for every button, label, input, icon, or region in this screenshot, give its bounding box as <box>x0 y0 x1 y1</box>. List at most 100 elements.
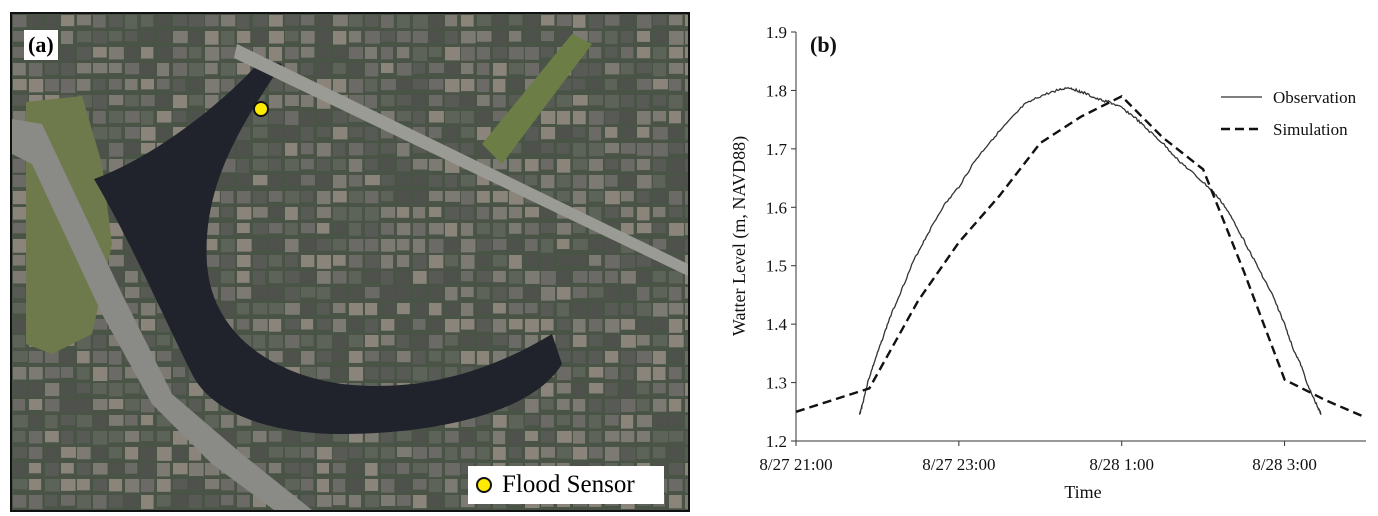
map-building <box>605 335 619 348</box>
map-building <box>381 143 396 154</box>
map-building <box>125 383 140 394</box>
map-building <box>653 239 667 250</box>
map-building <box>13 383 27 396</box>
map-building <box>397 367 411 380</box>
map-building <box>557 143 570 154</box>
map-building <box>429 447 442 459</box>
map-building <box>445 63 458 76</box>
map-building <box>669 447 682 460</box>
map-building <box>13 463 26 476</box>
map-building <box>589 15 603 29</box>
x-tick-label: 8/27 21:00 <box>759 455 832 474</box>
map-building <box>605 95 620 108</box>
map-building <box>589 143 604 156</box>
map-building <box>77 495 92 509</box>
map-building <box>557 223 572 235</box>
map-building <box>189 479 203 491</box>
map-building <box>189 495 203 509</box>
map-building <box>605 447 620 461</box>
map-building <box>349 95 364 106</box>
map-building <box>61 463 74 474</box>
map-building <box>509 47 524 60</box>
map-building <box>365 79 378 92</box>
map-building <box>541 431 555 443</box>
map-building <box>61 479 76 491</box>
map-building <box>397 159 411 172</box>
map-building <box>317 223 330 234</box>
map-building <box>349 351 363 363</box>
map-building <box>285 255 298 267</box>
map-building <box>349 47 363 59</box>
map-building <box>589 63 602 76</box>
map-building <box>205 31 219 45</box>
map-building <box>685 335 688 347</box>
series-simulation-line <box>795 94 1367 419</box>
map-building <box>637 415 652 428</box>
map-building <box>605 47 618 58</box>
map-building <box>125 447 139 460</box>
map-building <box>637 431 651 442</box>
map-building <box>77 79 91 91</box>
map-building <box>493 15 506 27</box>
map-building <box>45 479 60 492</box>
map-building <box>317 143 331 157</box>
map-building <box>589 79 603 91</box>
map-building <box>621 175 636 188</box>
map-building <box>493 95 506 108</box>
map-building <box>381 367 395 380</box>
map-building <box>157 463 170 477</box>
map-building <box>301 143 314 155</box>
map-building <box>445 191 460 202</box>
map-building <box>413 191 428 205</box>
map-building <box>45 63 59 75</box>
map-building <box>285 95 299 107</box>
map-building <box>125 303 138 314</box>
map-building <box>237 271 250 283</box>
map-building <box>461 79 475 92</box>
map-building <box>253 335 266 349</box>
map-building <box>429 479 442 492</box>
map-building <box>653 175 666 188</box>
map-building <box>685 287 688 299</box>
map-building <box>637 95 650 109</box>
map-building <box>509 207 523 219</box>
map-building <box>669 383 684 397</box>
map-building <box>285 351 299 363</box>
map-building <box>285 63 298 75</box>
map-building <box>685 303 688 316</box>
map-building <box>621 399 636 413</box>
map-building <box>349 239 364 252</box>
map-building <box>653 431 668 443</box>
map-building <box>77 431 90 444</box>
map-building <box>333 207 347 221</box>
map-building <box>13 399 26 411</box>
map-building <box>461 47 475 61</box>
map-building <box>685 351 688 365</box>
map-building <box>365 351 379 362</box>
map-building <box>477 79 490 92</box>
map-building <box>685 47 688 59</box>
map-building <box>141 495 154 509</box>
map-building <box>109 463 123 474</box>
map-building <box>253 303 268 315</box>
map-building <box>205 495 220 508</box>
map-building <box>141 15 154 27</box>
map-building <box>269 239 284 250</box>
map-building <box>317 63 330 77</box>
map-building <box>653 143 668 157</box>
map-building <box>301 319 314 330</box>
map-building <box>445 335 458 346</box>
map-building <box>333 463 346 474</box>
map-building <box>205 47 220 61</box>
map-building <box>669 495 682 509</box>
map-building <box>685 431 688 445</box>
map-building <box>333 191 347 203</box>
map-building <box>429 351 442 362</box>
map-building <box>557 399 570 410</box>
map-building <box>669 367 682 380</box>
map-building <box>269 111 284 125</box>
map-building <box>93 367 108 381</box>
map-building <box>669 351 682 362</box>
map-building <box>685 15 688 27</box>
map-building <box>237 303 250 315</box>
